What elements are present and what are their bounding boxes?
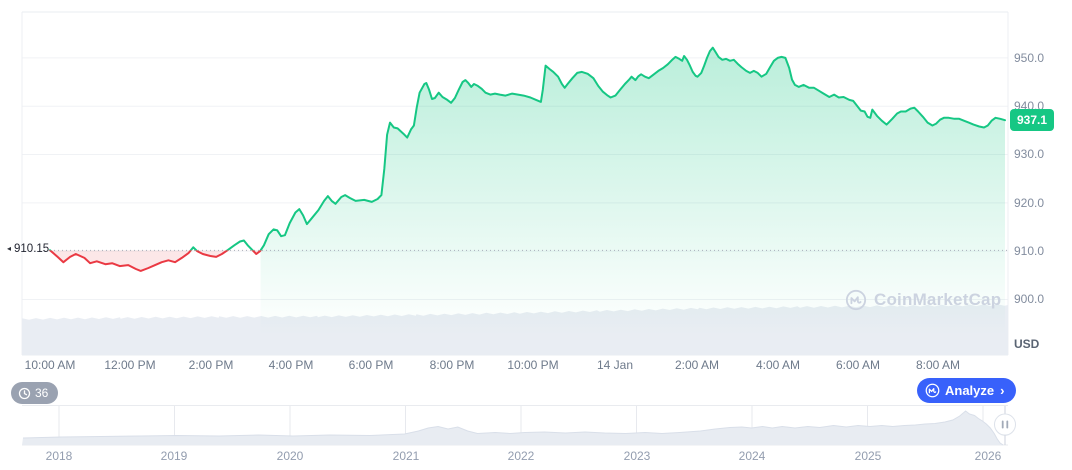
- chevron-right-icon: ›: [1000, 383, 1005, 398]
- navigator-year-label: 2023: [623, 449, 651, 463]
- price-line-up: [49, 46, 1006, 251]
- y-axis-label: 900.0: [1014, 292, 1045, 306]
- history-badge[interactable]: 36: [11, 382, 59, 404]
- open-price-marker-icon: ◂: [7, 244, 12, 253]
- up-area-fill: [260, 47, 1006, 355]
- x-axis-label: 2:00 PM: [188, 358, 234, 372]
- x-axis-label: 8:00 PM: [429, 358, 475, 372]
- navigator-year-label: 2024: [738, 449, 766, 463]
- y-axis-label: 920.0: [1014, 196, 1045, 210]
- price-line: [49, 46, 1006, 272]
- navigator-year-label: 2025: [854, 449, 882, 463]
- x-axis-label: 10:00 AM: [24, 358, 76, 372]
- navigator-year-label: 2018: [45, 449, 73, 463]
- history-count: 36: [35, 386, 49, 400]
- coinmarketcap-logo-icon: [845, 289, 867, 311]
- navigator-year-label: 2020: [276, 449, 304, 463]
- navigator-year-label: 2019: [160, 449, 188, 463]
- down-area-fill: [50, 250, 261, 271]
- navigator-year-label: 2021: [392, 449, 420, 463]
- navigator-year-label: 2026: [974, 449, 1002, 463]
- x-axis-label: 10:00 PM: [507, 358, 559, 372]
- analyze-button[interactable]: Analyze ›: [917, 378, 1017, 403]
- coinmarketcap-logo-icon: [925, 383, 940, 398]
- watermark-text: CoinMarketCap: [874, 290, 1002, 309]
- open-price-value: 910.15: [14, 243, 50, 255]
- history-clock-icon: [18, 387, 31, 399]
- x-axis-label: 4:00 PM: [268, 358, 314, 372]
- x-axis-label: 4:00 AM: [755, 358, 801, 372]
- analyze-label: Analyze: [945, 383, 995, 398]
- navigator-area: [22, 411, 1004, 445]
- current-price-badge: 937.1: [1010, 109, 1055, 131]
- navigator-year-label: 2022: [507, 449, 535, 463]
- x-axis-label: 2:00 AM: [674, 358, 720, 372]
- navigator[interactable]: [22, 405, 1008, 446]
- y-axis-label: 930.0: [1014, 147, 1045, 161]
- open-price-label: ◂ 910.15: [7, 243, 49, 255]
- currency-unit-label: USD: [1014, 337, 1040, 351]
- x-axis-label: 14 Jan: [596, 358, 634, 372]
- y-axis-label: 950.0: [1014, 51, 1045, 65]
- x-axis-label: 6:00 PM: [348, 358, 394, 372]
- watermark: CoinMarketCap: [845, 289, 1001, 311]
- x-axis-label: 8:00 AM: [915, 358, 961, 372]
- y-axis-label: 910.0: [1014, 244, 1045, 258]
- x-axis-label: 6:00 AM: [835, 358, 881, 372]
- price-fill-areas: [50, 47, 1006, 355]
- x-axis-label: 12:00 PM: [104, 358, 156, 372]
- navigator-drag-handle[interactable]: [994, 406, 1016, 445]
